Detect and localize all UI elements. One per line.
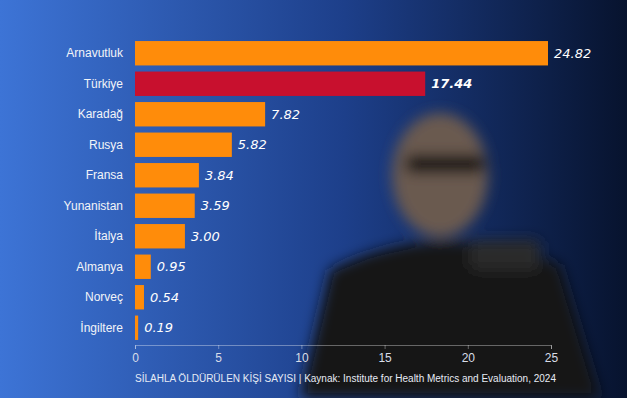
x-tick-label: 10 — [295, 351, 309, 365]
data-label: 7.82 — [271, 107, 300, 122]
x-tick-label: 15 — [378, 351, 392, 365]
category-label: Arnavutluk — [66, 46, 124, 60]
data-label: 3.00 — [191, 229, 220, 244]
bar — [135, 133, 232, 157]
bar — [135, 163, 199, 187]
bar — [135, 285, 144, 309]
background-figure — [300, 113, 600, 398]
bar — [135, 41, 548, 65]
x-tick-label: 0 — [132, 351, 139, 365]
x-axis-line — [136, 346, 552, 350]
bar — [135, 255, 151, 279]
x-tick-mark — [385, 345, 386, 349]
category-label: Rusya — [89, 138, 123, 152]
y-tick: İngiltere — [80, 321, 135, 335]
y-tick: Rusya — [89, 138, 135, 152]
y-tick: Norveç — [85, 290, 135, 304]
category-label: Karadağ — [78, 107, 123, 121]
category-label: İngiltere — [80, 321, 123, 335]
y-tick: Türkiye — [84, 77, 135, 91]
x-tick: 20 — [462, 345, 476, 365]
data-label: 0.54 — [150, 290, 179, 305]
x-axis: 0 5 10 15 20 25 — [132, 345, 558, 365]
data-label: 0.95 — [157, 259, 186, 274]
background — [0, 0, 627, 398]
bar — [135, 316, 138, 340]
x-tick: 5 — [215, 345, 222, 365]
y-axis: Arnavutluk Türkiye Karadağ Rusya Fransa Yunan… — [64, 39, 136, 344]
y-tick: İtalya — [94, 229, 135, 243]
category-label: Türkiye — [84, 77, 124, 91]
x-tick-mark — [551, 345, 552, 349]
data-label: 3.84 — [205, 168, 234, 183]
x-tick-mark — [468, 345, 469, 349]
x-tick-label: 20 — [462, 351, 476, 365]
x-tick: 25 — [545, 345, 559, 365]
data-label: 5.82 — [238, 137, 267, 152]
x-tick-mark — [135, 345, 136, 349]
data-labels: 24.82 17.44 7.82 5.82 3.84 3.59 3.00 0.95 0.54 0.… — [144, 46, 591, 336]
bars — [135, 41, 548, 340]
y-tick: Yunanistan — [64, 199, 135, 213]
bar — [135, 102, 265, 126]
y-tick: Almanya — [76, 260, 135, 274]
category-label: Almanya — [76, 260, 123, 274]
data-label: 3.59 — [201, 198, 230, 213]
figure-gun — [470, 240, 540, 270]
data-label: 24.82 — [554, 46, 591, 61]
x-tick: 15 — [378, 345, 392, 365]
x-tick-label: 25 — [545, 351, 559, 365]
chart: 0 5 10 15 20 25 Arnavutluk Türkiye Karadağ Rusya F… — [0, 0, 627, 398]
y-tick: Karadağ — [78, 107, 135, 121]
x-axis-title: SİLAHLA ÖLDÜRÜLEN KİŞİ SAYISI | Kaynak: … — [135, 372, 556, 384]
x-tick: 0 — [132, 345, 139, 365]
category-label: Norveç — [85, 290, 123, 304]
y-axis-line — [135, 39, 136, 344]
bar — [135, 72, 425, 96]
category-label: Yunanistan — [64, 199, 123, 213]
data-label: 17.44 — [431, 76, 472, 91]
category-label: İtalya — [94, 229, 123, 243]
x-tick-label: 5 — [215, 351, 222, 365]
y-tick: Arnavutluk — [66, 46, 135, 60]
x-tick-mark — [301, 345, 302, 349]
x-tick: 10 — [295, 345, 309, 365]
y-tick: Fransa — [86, 168, 135, 182]
category-label: Fransa — [86, 168, 124, 182]
figure-glasses — [405, 155, 485, 173]
bar — [135, 194, 195, 218]
figure-head — [392, 113, 488, 237]
x-tick-mark — [218, 345, 219, 349]
data-label: 0.19 — [144, 320, 173, 335]
bar — [135, 224, 185, 248]
